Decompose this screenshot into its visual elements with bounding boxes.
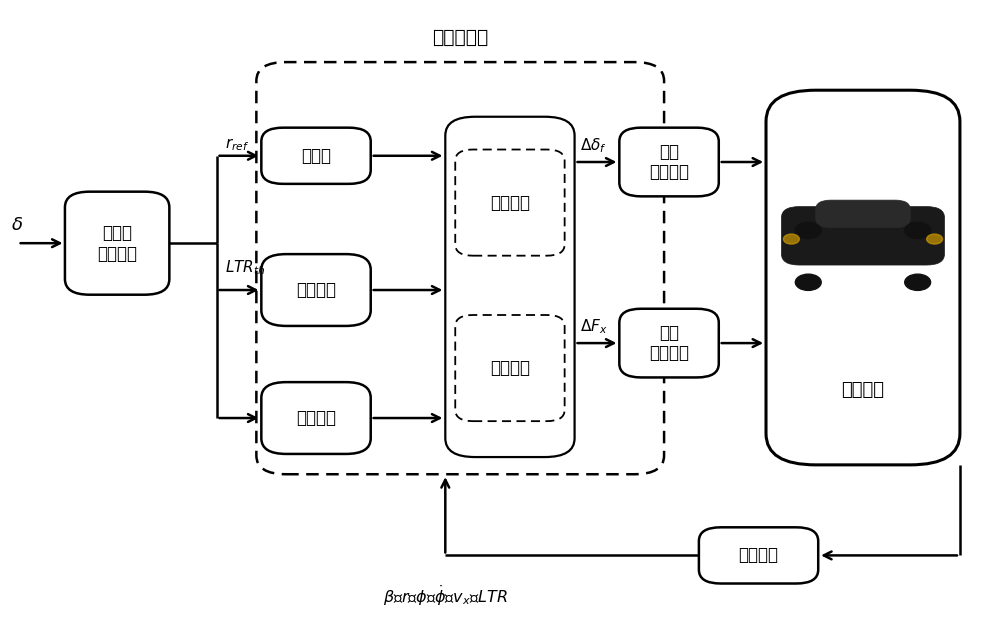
Text: $LTR_{th}$: $LTR_{th}$	[225, 259, 265, 277]
Circle shape	[783, 234, 799, 244]
FancyBboxPatch shape	[445, 117, 575, 457]
FancyBboxPatch shape	[781, 207, 945, 265]
FancyBboxPatch shape	[261, 128, 371, 184]
Text: 测量系统: 测量系统	[739, 546, 779, 564]
FancyBboxPatch shape	[455, 315, 565, 421]
FancyBboxPatch shape	[619, 128, 719, 197]
FancyBboxPatch shape	[455, 149, 565, 256]
Text: 安全约束: 安全约束	[296, 409, 336, 427]
FancyBboxPatch shape	[65, 192, 169, 295]
Circle shape	[795, 222, 821, 239]
Text: 集成控制器: 集成控制器	[432, 28, 488, 47]
Circle shape	[905, 274, 931, 290]
Text: 参考值: 参考值	[301, 147, 331, 165]
Text: $\beta$、$r$、$\phi$、$\dot{\phi}$、$v_x$、$LTR$: $\beta$、$r$、$\phi$、$\dot{\phi}$、$v_x$、$L…	[383, 583, 508, 607]
Text: 转向
执行机构: 转向 执行机构	[649, 142, 689, 181]
Text: 状态预测: 状态预测	[490, 193, 530, 212]
Text: $r_{ref}$: $r_{ref}$	[225, 136, 249, 152]
Circle shape	[795, 274, 821, 290]
Circle shape	[905, 222, 931, 239]
Text: $\Delta F_x$: $\Delta F_x$	[580, 317, 607, 336]
Text: 车辆系统: 车辆系统	[841, 381, 884, 399]
Text: $\delta$: $\delta$	[11, 216, 23, 234]
FancyBboxPatch shape	[699, 527, 818, 583]
FancyBboxPatch shape	[261, 254, 371, 326]
FancyBboxPatch shape	[619, 309, 719, 377]
FancyBboxPatch shape	[816, 200, 910, 227]
Text: 驾驶员
意图识别: 驾驶员 意图识别	[97, 224, 137, 263]
Text: 滚动优化: 滚动优化	[490, 359, 530, 377]
Circle shape	[927, 234, 943, 244]
FancyBboxPatch shape	[766, 90, 960, 465]
Text: $\Delta\delta_f$: $\Delta\delta_f$	[580, 136, 606, 154]
Text: 制动
执行机构: 制动 执行机构	[649, 324, 689, 362]
FancyBboxPatch shape	[261, 382, 371, 454]
Text: 稳定约束: 稳定约束	[296, 281, 336, 299]
